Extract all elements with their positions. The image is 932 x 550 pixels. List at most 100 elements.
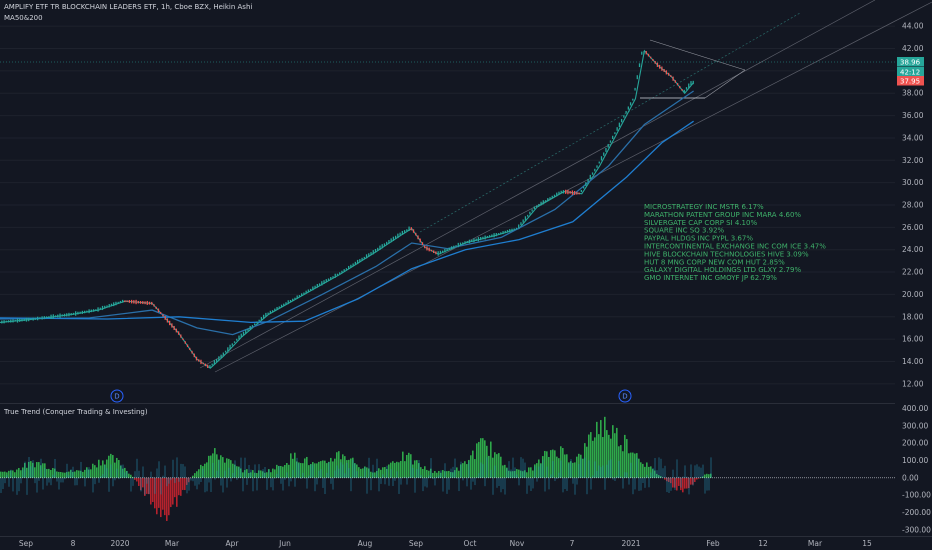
holding-line: HIVE BLOCKCHAIN TECHNOLOGIES HIVE 3.09% — [644, 250, 809, 258]
candle — [661, 66, 663, 71]
candle — [63, 313, 66, 317]
osc-bar-positive — [358, 467, 360, 478]
candle — [659, 64, 661, 69]
candle — [283, 303, 285, 306]
osc-bar-positive — [480, 438, 482, 478]
candle — [303, 292, 305, 295]
candle — [390, 238, 392, 243]
price-tick-label: 12.00 — [902, 379, 924, 388]
osc-bar-positive — [76, 470, 78, 478]
osc-bar-positive — [484, 440, 486, 478]
candle — [491, 234, 493, 238]
candle — [688, 83, 690, 88]
osc-bar-positive — [112, 455, 114, 478]
candle — [585, 182, 587, 186]
osc-bar-positive — [624, 434, 626, 478]
candle — [83, 310, 86, 314]
candle — [124, 300, 126, 303]
chart-title[interactable]: AMPLIFY ETF TR BLOCKCHAIN LEADERS ETF, 1… — [4, 3, 252, 11]
indicator-label[interactable]: MA50&200 — [4, 14, 43, 22]
candle — [446, 248, 448, 251]
osc-bar-positive — [362, 468, 364, 478]
candle — [240, 333, 242, 338]
price-series — [0, 49, 695, 369]
candle — [518, 224, 520, 229]
candle — [233, 341, 236, 343]
dividend-marker[interactable]: D — [618, 389, 632, 403]
price-tick-label: 18.00 — [902, 312, 924, 321]
holdings-annotation[interactable]: MICROSTRATEGY INC MSTR 6.17%MARATHON PAT… — [644, 203, 826, 282]
oscillator-title[interactable]: True Trend (Conquer Trading & Investing) — [3, 408, 148, 416]
candle — [480, 236, 482, 241]
candle — [600, 156, 603, 161]
candle — [323, 280, 325, 284]
oscillator-axis: 400.00 300.00 200.00 100.00 0.00 -100.00 -200.… — [0, 404, 931, 534]
osc-bar-negative — [176, 477, 178, 507]
osc-bar-negative — [682, 477, 684, 493]
osc-bar-positive — [16, 469, 18, 478]
dividend-marker[interactable]: D — [110, 389, 124, 403]
price-tick-label: 38.00 — [902, 89, 924, 98]
candle — [670, 75, 672, 77]
osc-bar-positive — [314, 463, 316, 478]
candle — [634, 87, 636, 91]
osc-bar-positive — [546, 451, 548, 478]
candle — [462, 242, 464, 244]
osc-bar-positive — [200, 464, 202, 478]
candle — [267, 312, 269, 315]
candle — [28, 317, 30, 322]
candle — [289, 299, 292, 302]
candle — [321, 281, 323, 286]
osc-bar-positive — [490, 441, 492, 478]
candle — [679, 85, 681, 89]
osc-bar-positive — [608, 434, 610, 478]
candle — [139, 300, 142, 304]
osc-bar-positive — [504, 464, 506, 478]
osc-bar-positive — [532, 470, 534, 478]
price-tick-label: 36.00 — [902, 111, 924, 120]
candle — [222, 352, 225, 356]
holding-line: GALAXY DIGITAL HOLDINGS LTD GLXY 2.79% — [644, 266, 801, 274]
candle — [269, 310, 271, 314]
osc-bar-positive — [52, 468, 54, 478]
osc-bar-negative — [172, 477, 174, 505]
osc-bar-positive — [300, 463, 302, 478]
candle — [544, 200, 547, 202]
candle — [643, 51, 645, 55]
time-tick-label: 2020 — [110, 539, 129, 548]
osc-bar-positive — [232, 463, 234, 478]
osc-bar-positive — [424, 466, 426, 478]
holding-line: MARATHON PATENT GROUP INC MARA 4.60% — [644, 211, 801, 219]
osc-bar-positive — [216, 454, 218, 478]
candle — [569, 191, 571, 194]
osc-bar-positive — [374, 472, 376, 478]
candle — [327, 278, 330, 281]
osc-bar-positive — [438, 470, 440, 478]
time-tick-label: Aug — [358, 539, 373, 548]
candle — [500, 232, 502, 235]
candle — [81, 310, 84, 314]
time-axis: Sep 8 2020 Mar Apr Jun Aug Sep Oct Nov 7 2021 Feb 12 M… — [19, 539, 872, 548]
candle — [260, 317, 263, 321]
osc-bar-positive — [206, 462, 208, 478]
osc-bar-positive — [98, 459, 100, 478]
candle — [298, 295, 301, 297]
osc-bar-positive — [494, 452, 496, 478]
candle — [59, 313, 61, 318]
candle — [43, 316, 46, 320]
osc-bar-positive — [442, 470, 444, 478]
candle — [305, 290, 307, 294]
candle — [215, 358, 218, 362]
osc-bar-positive — [130, 474, 132, 478]
candle — [504, 230, 506, 234]
candle — [365, 254, 368, 259]
candle — [3, 320, 5, 324]
time-tick-label: Jun — [278, 539, 291, 548]
time-tick-label: Nov — [510, 539, 525, 548]
osc-bar-positive — [34, 467, 36, 478]
candle — [213, 360, 216, 365]
candle — [459, 242, 462, 246]
candle — [242, 331, 245, 336]
candle — [674, 80, 676, 83]
